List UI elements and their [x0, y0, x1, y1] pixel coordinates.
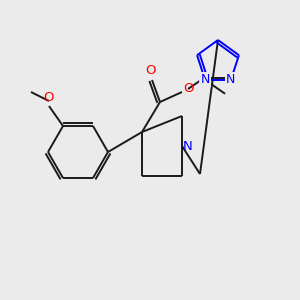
Text: O: O: [43, 91, 53, 103]
Text: N: N: [200, 73, 210, 86]
Text: O: O: [145, 64, 155, 77]
Text: O: O: [183, 82, 193, 95]
Text: N: N: [226, 73, 236, 86]
Text: N: N: [183, 140, 193, 152]
